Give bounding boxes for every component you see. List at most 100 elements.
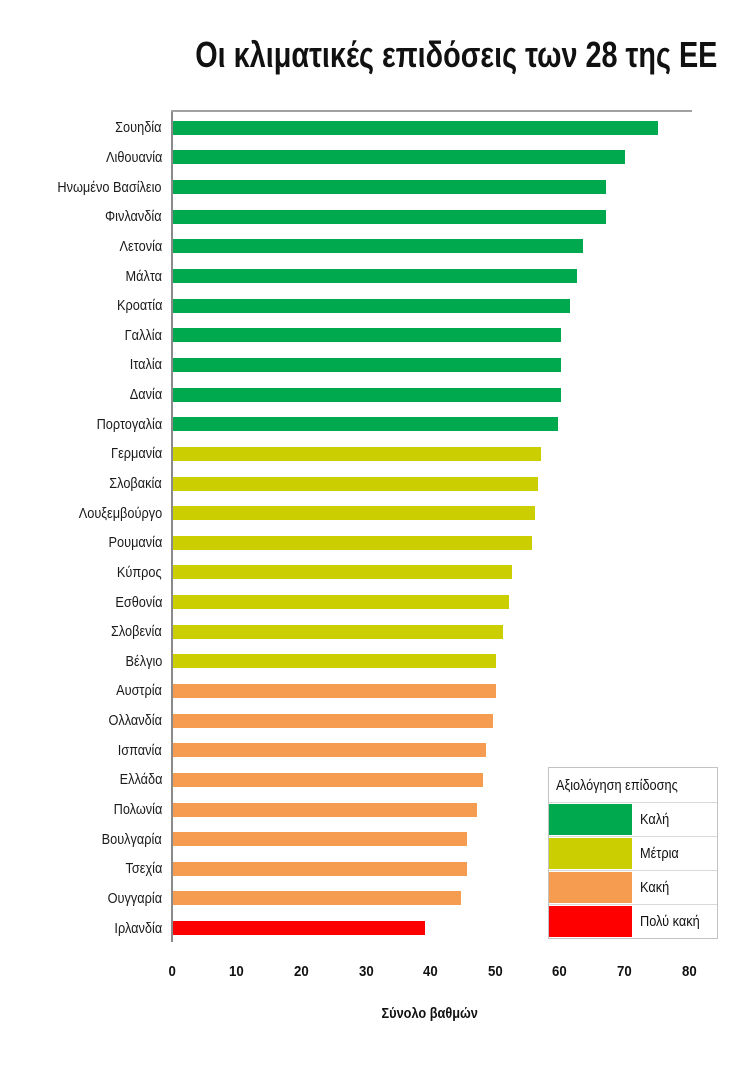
legend-label-text: Μέτρια <box>640 845 679 862</box>
legend-label: Πολύ κακή <box>640 905 710 938</box>
country-label-text: Γερμανία <box>110 445 162 463</box>
bar-cell <box>173 647 700 677</box>
bar-cell <box>173 498 700 528</box>
bar <box>173 772 484 787</box>
country-label-text: Ιρλανδία <box>114 919 162 937</box>
bar-row: Ιρλανδία <box>0 913 700 943</box>
legend-swatch-bad <box>549 872 632 903</box>
bar <box>173 150 626 165</box>
bar-cell <box>173 735 700 765</box>
bar-cell <box>173 172 700 202</box>
bar-row: Βέλγιο <box>0 647 700 677</box>
legend-row: Κακή <box>549 870 717 904</box>
x-tick-text: 30 <box>358 963 374 980</box>
x-tick-text: 60 <box>552 963 568 980</box>
country-label: Σλοβακία <box>0 475 173 492</box>
bar-cell <box>173 261 700 291</box>
bar <box>173 891 461 906</box>
bar-cell <box>173 232 700 262</box>
bar-row: Τσεχία <box>0 854 700 884</box>
bar <box>173 713 493 728</box>
bar <box>173 446 542 461</box>
country-label-text: Πορτογαλία <box>96 415 162 433</box>
legend: Αξιολόγηση επίδοσης Καλή Μέτρια Κακή Πολύ κ… <box>548 767 718 939</box>
bar <box>173 565 513 580</box>
country-label-text: Ιταλία <box>129 356 162 374</box>
bar-row: Αυστρία <box>0 676 700 706</box>
bar-row: Σλοβακία <box>0 469 700 499</box>
country-label: Αυστρία <box>0 682 173 699</box>
x-axis-title: Σύνολο βαθμών <box>381 1005 479 1022</box>
bar <box>173 476 539 491</box>
country-label: Εσθονία <box>0 594 173 611</box>
bar-cell <box>173 854 700 884</box>
bar <box>173 387 561 402</box>
country-label-text: Τσεχία <box>125 860 162 878</box>
bar-cell <box>173 439 700 469</box>
x-tick-label: 20 <box>271 963 331 980</box>
country-label-text: Ολλανδία <box>108 712 162 730</box>
bar-row: Λουξεμβούργο <box>0 498 700 528</box>
bar <box>173 328 561 343</box>
bar-row: Ολλανδία <box>0 706 700 736</box>
bar <box>173 861 468 876</box>
bar-cell <box>173 143 700 173</box>
country-label: Λετονία <box>0 238 173 255</box>
bar-row: Λιθουανία <box>0 143 700 173</box>
bar <box>173 180 606 195</box>
country-label: Βουλγαρία <box>0 831 173 848</box>
country-label-text: Σουηδία <box>115 119 162 137</box>
bar-cell <box>173 113 700 143</box>
legend-label-text: Πολύ κακή <box>640 913 700 930</box>
bar-cell <box>173 587 700 617</box>
bar-cell <box>173 320 700 350</box>
country-label-text: Κροατία <box>116 297 162 315</box>
country-label-text: Πολωνία <box>113 801 162 819</box>
bar <box>173 802 477 817</box>
country-label: Γερμανία <box>0 445 173 462</box>
x-tick-text: 40 <box>423 963 438 980</box>
bar-cell <box>173 202 700 232</box>
country-label: Πορτογαλία <box>0 416 173 433</box>
bar <box>173 357 561 372</box>
bar-row: Γαλλία <box>0 320 700 350</box>
country-label-text: Βέλγιο <box>125 652 162 670</box>
country-label-text: Ελλάδα <box>119 771 162 789</box>
country-label-text: Ηνωμένο Βασίλειο <box>57 178 162 196</box>
bar-row: Ιταλία <box>0 350 700 380</box>
bar-cell <box>173 795 700 825</box>
country-label-text: Λουξεμβούργο <box>78 504 162 522</box>
x-tick-text: 0 <box>168 963 176 980</box>
bar-row: Σουηδία <box>0 113 700 143</box>
x-tick-label: 70 <box>594 963 654 980</box>
bar-row: Βουλγαρία <box>0 824 700 854</box>
country-label: Δανία <box>0 386 173 403</box>
bar-cell <box>173 824 700 854</box>
bar <box>173 595 510 610</box>
bar-cell <box>173 558 700 588</box>
country-label: Ιταλία <box>0 356 173 373</box>
legend-title: Αξιολόγηση επίδοσης <box>556 776 678 794</box>
bar-cell <box>173 617 700 647</box>
bar <box>173 239 584 254</box>
bar <box>173 743 487 758</box>
country-label-text: Βουλγαρία <box>101 830 162 848</box>
bar-cell <box>173 350 700 380</box>
country-label: Σλοβενία <box>0 623 173 640</box>
bar-cell <box>173 409 700 439</box>
bar-rows: Σουηδία Λιθουανία Ηνωμένο Βασίλειο Φινλανδί… <box>0 113 700 943</box>
bar-cell <box>173 469 700 499</box>
country-label-text: Κύπρος <box>117 563 162 581</box>
x-tick-label: 0 <box>142 963 202 980</box>
legend-label: Καλή <box>640 803 674 836</box>
bar <box>173 209 606 224</box>
x-axis-ticks: 0 10 20 30 40 50 60 70 80 <box>0 963 734 983</box>
bar <box>173 832 468 847</box>
bar-row: Ουγγαρία <box>0 884 700 914</box>
x-tick-text: 80 <box>681 963 697 980</box>
legend-label: Μέτρια <box>640 837 686 870</box>
country-label: Βέλγιο <box>0 653 173 670</box>
legend-label-text: Κακή <box>640 879 670 896</box>
country-label: Ελλάδα <box>0 771 173 788</box>
bar-row: Ισπανία <box>0 735 700 765</box>
